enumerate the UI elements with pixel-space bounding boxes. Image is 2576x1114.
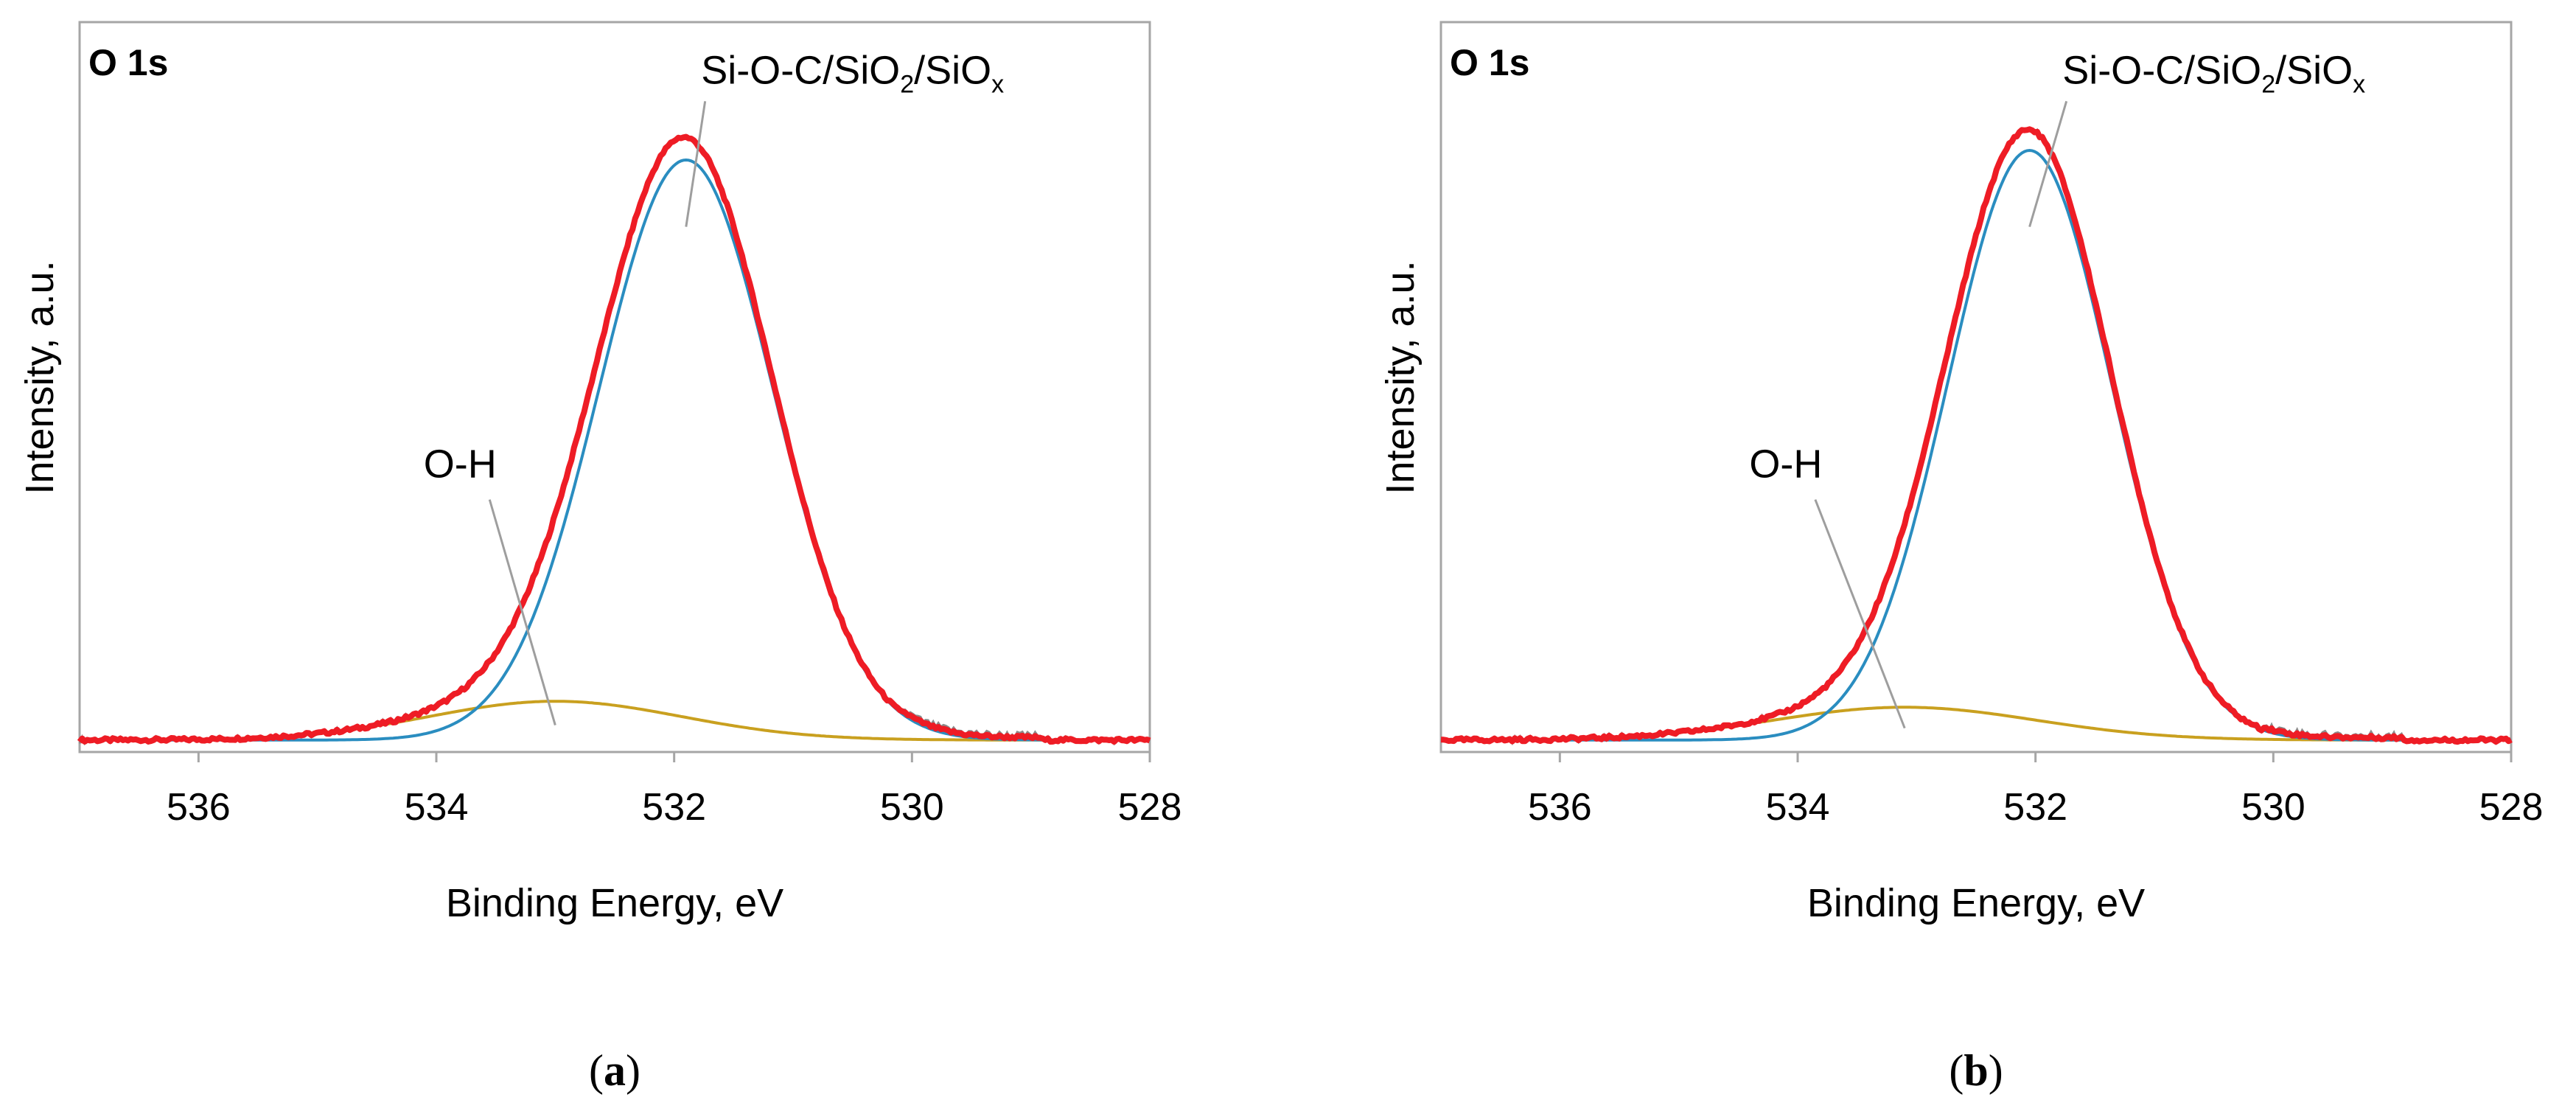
oh-leader-line xyxy=(1814,499,1906,729)
x-axis-label: Binding Energy, eV xyxy=(446,881,783,925)
x-tick-label: 534 xyxy=(1766,786,1830,829)
y-axis-label: Intensity, a.u. xyxy=(1378,260,1423,494)
envelope-fit-line xyxy=(1440,126,2513,745)
annotation-layer: Si-O-C/SiO2/SiOx O-H xyxy=(1749,48,2365,729)
x-tick-label: 528 xyxy=(2479,786,2544,829)
envelope-fit-line xyxy=(77,133,1151,745)
y-axis-label: Intensity, a.u. xyxy=(18,260,62,494)
chart-panel-a: O 1s Intensity, a.u. Binding Energy, eV … xyxy=(18,21,1181,1095)
panel-title: O 1s xyxy=(1450,42,1529,83)
annotation-layer: Si-O-C/SiO2/SiOx O-H xyxy=(424,48,1004,725)
oh-leader-line xyxy=(488,499,556,725)
x-tick-label: 532 xyxy=(2003,786,2067,829)
series-layer xyxy=(77,133,1151,746)
oh-peak-label: O-H xyxy=(424,442,497,487)
series-layer xyxy=(1440,126,2513,746)
sioc-leader-line xyxy=(685,101,707,227)
plot-area-frame xyxy=(78,21,1151,753)
x-tick-label: 534 xyxy=(405,786,469,829)
sioc-peak-label: Si-O-C/SiO2/SiOx xyxy=(2062,48,2365,98)
x-ticks: 536 534 532 530 528 xyxy=(167,752,1181,829)
sioc-peak-label: Si-O-C/SiO2/SiOx xyxy=(701,48,1004,98)
chart-panel-b: O 1s Intensity, a.u. Binding Energy, eV … xyxy=(1378,21,2543,1095)
x-tick-label: 530 xyxy=(880,786,944,829)
x-tick-label: 530 xyxy=(2241,786,2306,829)
x-tick-label: 536 xyxy=(167,786,231,829)
x-axis-label: Binding Energy, eV xyxy=(1807,881,2145,925)
x-ticks: 536 534 532 530 528 xyxy=(1528,752,2543,829)
oh-peak-label: O-H xyxy=(1749,442,1822,487)
panel-caption: (b) xyxy=(1949,1046,2003,1095)
panel-title: O 1s xyxy=(88,42,168,83)
sioc-leader-line xyxy=(2028,100,2068,228)
panel-caption: (a) xyxy=(589,1046,640,1095)
panel-caption-letter: a xyxy=(604,1046,626,1095)
panel-caption-letter: b xyxy=(1964,1046,1988,1095)
x-tick-label: 536 xyxy=(1528,786,1592,829)
plot-area-frame xyxy=(1439,21,2513,753)
x-tick-label: 532 xyxy=(642,786,706,829)
x-tick-label: 528 xyxy=(1118,786,1182,829)
